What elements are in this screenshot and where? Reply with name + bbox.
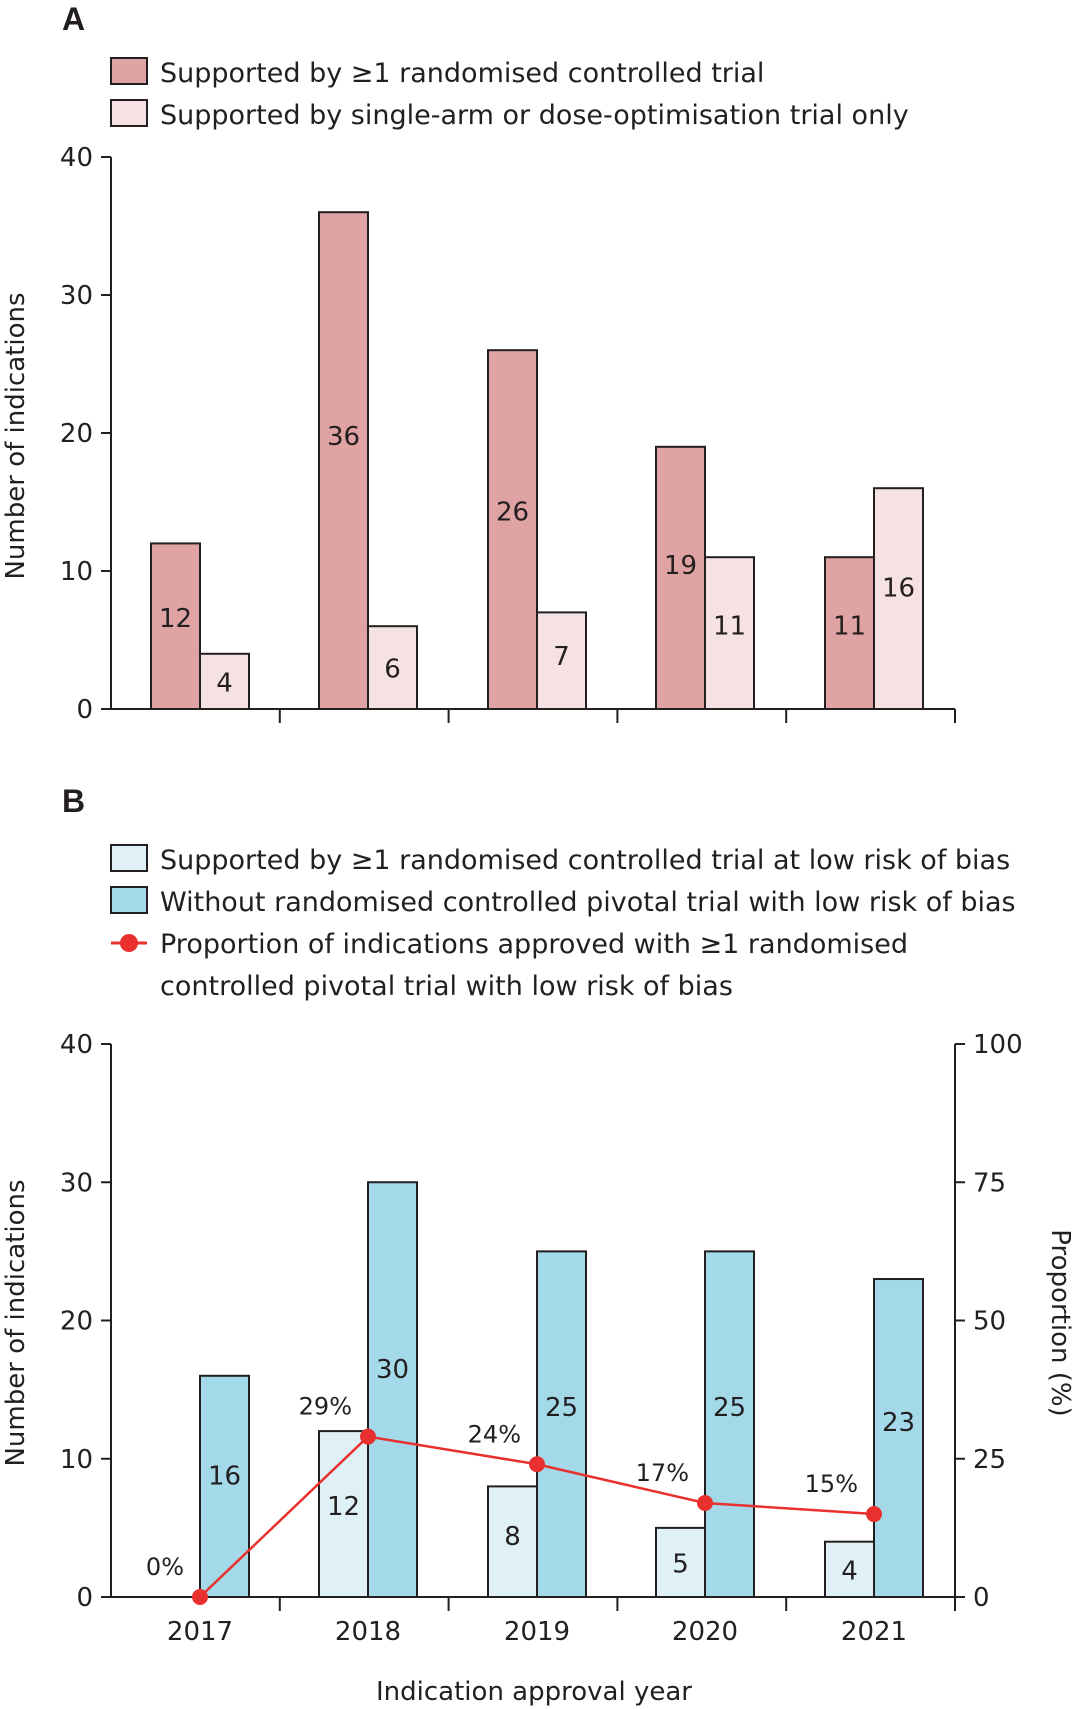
bar (655, 1526, 706, 1598)
bar-value-label: 16 (882, 574, 915, 604)
bar (655, 445, 706, 710)
proportion-label: 0% (146, 1553, 184, 1581)
legend-b-marker-sample (120, 934, 138, 952)
bar (150, 542, 201, 711)
bar-value-label: 25 (713, 1393, 746, 1423)
bar (704, 1250, 755, 1598)
bar (487, 1485, 538, 1599)
y-tick-label: 20 (60, 1307, 93, 1337)
bar (367, 1181, 418, 1598)
x-tick-label: 2017 (167, 1617, 233, 1647)
panel-b-y-axis-title: Number of indications (1, 1179, 31, 1466)
bar-value-label: 4 (841, 1556, 858, 1586)
proportion-label: 15% (805, 1470, 858, 1498)
bar-value-label: 4 (216, 668, 233, 698)
legend-a-label-2: Supported by single-arm or dose-optimisa… (160, 100, 909, 131)
legend-b-label-3-line-1: Proportion of indications approved with … (160, 929, 908, 960)
proportion-marker (866, 1506, 882, 1523)
legend-b-label-1: Supported by ≥1 randomised controlled tr… (160, 845, 1010, 876)
y-tick-label: 40 (60, 143, 93, 173)
legend-b-swatch-2 (110, 886, 148, 914)
x-tick-label: 2018 (335, 1617, 401, 1647)
panel-b-y2-axis-title: Proportion (%) (1045, 1229, 1075, 1416)
bar-value-label: 12 (159, 604, 192, 634)
y2-tick-label: 100 (973, 1030, 1023, 1060)
bar (367, 625, 418, 711)
bar-value-label: 8 (504, 1522, 521, 1552)
bar-value-label: 26 (496, 498, 529, 528)
bar (824, 1540, 875, 1598)
y-tick-label: 0 (76, 1583, 93, 1613)
proportion-marker (529, 1456, 545, 1473)
proportion-marker (697, 1494, 713, 1511)
y-tick-label: 20 (60, 419, 93, 449)
bar-value-label: 23 (882, 1408, 915, 1438)
bar-value-label: 16 (208, 1461, 241, 1491)
y2-tick-label: 0 (973, 1583, 990, 1613)
bar-value-label: 11 (833, 612, 866, 642)
bar-value-label: 30 (376, 1355, 409, 1385)
x-tick-label: 2019 (504, 1617, 570, 1647)
bar-value-label: 7 (553, 642, 570, 672)
bar (199, 1374, 250, 1599)
bar (824, 556, 875, 711)
bar (536, 1250, 587, 1598)
y-tick-label: 30 (60, 281, 93, 311)
legend-a-swatch-2 (110, 99, 148, 127)
y2-tick-label: 25 (973, 1445, 1006, 1475)
panel-b-plot: 0 10 20 30 40 16 2017 12 30 2018 8 25 2019 5 25 2020 4 23… (60, 1030, 1023, 1647)
y-tick-label: 30 (60, 1168, 93, 1198)
proportion-label: 29% (299, 1393, 352, 1421)
y-tick-label: 40 (60, 1030, 93, 1060)
x-tick-label: 2021 (841, 1617, 907, 1647)
panel-b-letter: B (62, 783, 85, 819)
bar-value-label: 19 (664, 551, 697, 581)
proportion-marker (360, 1428, 376, 1445)
bar (704, 556, 755, 711)
bar (873, 487, 924, 711)
proportion-label: 17% (636, 1459, 689, 1487)
bar-value-label: 6 (384, 655, 401, 685)
bar-value-label: 12 (327, 1492, 360, 1522)
y-tick-label: 10 (60, 557, 93, 587)
legend-b-swatch-1 (110, 844, 148, 872)
bar (318, 211, 369, 710)
legend-b-label-3-line-2: controlled pivotal trial with low risk o… (160, 971, 733, 1002)
bar-value-label: 11 (713, 612, 746, 642)
bar (487, 349, 538, 710)
panel-a-letter: A (62, 1, 85, 37)
legend-b-label-2: Without randomised controlled pivotal tr… (160, 887, 1016, 918)
panel-a-y-axis-title: Number of indications (1, 292, 31, 579)
bar-value-label: 5 (672, 1549, 689, 1579)
y2-tick-label: 50 (973, 1307, 1006, 1337)
y-tick-label: 10 (60, 1445, 93, 1475)
legend-a-label-1: Supported by ≥1 randomised controlled tr… (160, 58, 764, 89)
bar (199, 652, 250, 710)
bar-value-label: 25 (545, 1393, 578, 1423)
y-tick-label: 0 (76, 695, 93, 725)
panel-b-x-axis-title: Indication approval year (376, 1677, 692, 1707)
bar-value-label: 36 (327, 422, 360, 452)
y2-tick-label: 75 (973, 1168, 1006, 1198)
bar (536, 611, 587, 711)
proportion-label: 24% (468, 1420, 521, 1448)
proportion-marker (192, 1589, 208, 1605)
bar (873, 1278, 924, 1599)
legend-a-swatch-1 (110, 57, 148, 85)
panel-a-plot: 0 10 20 30 40 12 4 36 6 26 7 19 11 11 16 (60, 143, 956, 725)
x-tick-label: 2020 (672, 1617, 738, 1647)
